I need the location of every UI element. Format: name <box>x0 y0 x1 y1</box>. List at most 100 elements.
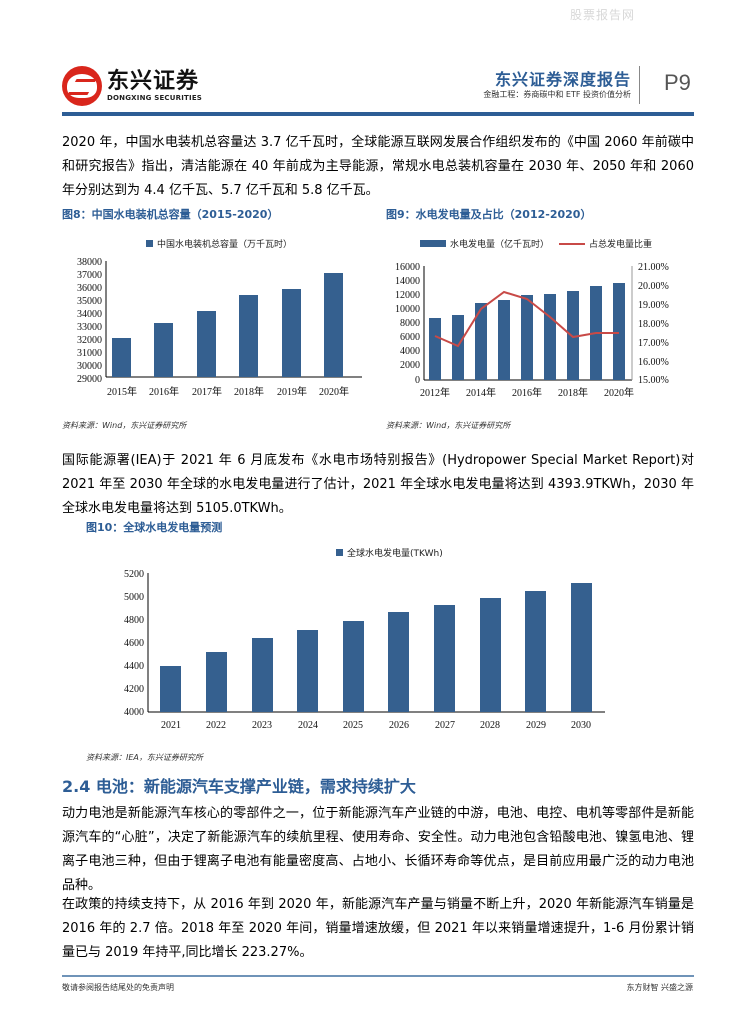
legend-swatch <box>146 240 153 247</box>
svg-text:5200: 5200 <box>124 569 144 580</box>
figure-source: 资料来源：Wind，东兴证券研究所 <box>62 421 187 430</box>
svg-text:20.00%: 20.00% <box>638 281 669 292</box>
svg-text:2027: 2027 <box>435 720 455 731</box>
svg-text:35000: 35000 <box>77 296 102 307</box>
body-paragraph: 国际能源署(IEA)于 2021 年 6 月底发布《水电市场特别报告》(Hydr… <box>62 453 694 516</box>
svg-text:31000: 31000 <box>77 348 102 359</box>
chart-legend: 水电发电量（亿千瓦时） 占总发电量比重 <box>420 237 652 250</box>
svg-text:34000: 34000 <box>77 309 102 320</box>
legend-label: 全球水电发电量(TKWh) <box>347 549 443 559</box>
watermark: 股票报告网 <box>569 8 635 22</box>
y-axis: 5200 5000 4800 4600 4400 4200 4000 <box>124 569 149 718</box>
svg-text:2021: 2021 <box>161 720 181 731</box>
svg-text:10000: 10000 <box>395 304 420 315</box>
bars <box>112 273 343 377</box>
legend-swatch <box>336 549 343 556</box>
svg-text:2028: 2028 <box>480 720 500 731</box>
footer-slogan: 东方财智 兴盛之源 <box>626 983 693 992</box>
svg-text:21.00%: 21.00% <box>638 262 669 273</box>
svg-text:2020年: 2020年 <box>604 386 634 398</box>
svg-text:30000: 30000 <box>77 361 102 372</box>
figure-source: 资料来源：Wind，东兴证券研究所 <box>386 421 511 430</box>
header-divider <box>639 66 640 104</box>
figure-source: 资料来源：IEA，东兴证券研究所 <box>86 753 203 762</box>
svg-text:2022: 2022 <box>206 720 226 731</box>
x-axis: 2012年 2014年 2016年 2018年 2020年 <box>420 386 634 398</box>
svg-text:15.00%: 15.00% <box>638 375 669 386</box>
svg-text:2012年: 2012年 <box>420 386 450 398</box>
svg-text:19.00%: 19.00% <box>638 300 669 311</box>
y-axis: 38000 37000 36000 35000 34000 33000 3200… <box>77 257 107 385</box>
svg-text:2000: 2000 <box>400 360 420 371</box>
page-number: P9 <box>664 70 691 95</box>
svg-text:2018年: 2018年 <box>558 386 588 398</box>
svg-text:2018年: 2018年 <box>234 385 264 398</box>
body-paragraph: 2020 年，中国水电装机总容量达 3.7 亿千瓦时，全球能源互联网发展合作组织… <box>62 135 694 198</box>
legend-swatch-line <box>559 242 586 245</box>
svg-text:16000: 16000 <box>395 262 420 273</box>
svg-text:18.00%: 18.00% <box>638 319 669 330</box>
svg-text:2016年: 2016年 <box>512 386 542 398</box>
report-subtitle: 金融工程：券商碳中和 ETF 投资价值分析 <box>483 90 631 99</box>
figure-title: 图8：中国水电装机总容量（2015-2020） <box>62 208 279 221</box>
figure-title: 图9：水电发电量及占比（2012-2020） <box>386 208 592 221</box>
svg-text:4000: 4000 <box>124 707 144 718</box>
svg-text:38000: 38000 <box>77 257 102 268</box>
svg-text:16.00%: 16.00% <box>638 357 669 368</box>
logo-name-cn: 东兴证券 <box>107 69 200 94</box>
svg-text:12000: 12000 <box>395 290 420 301</box>
svg-text:4200: 4200 <box>124 684 144 695</box>
svg-text:4600: 4600 <box>124 638 144 649</box>
svg-text:2030: 2030 <box>571 720 591 731</box>
svg-text:17.00%: 17.00% <box>638 338 669 349</box>
svg-text:2025: 2025 <box>343 720 363 731</box>
x-axis: 2015年 2016年 2017年 2018年 2019年 2020年 <box>107 385 349 398</box>
chart-legend: 全球水电发电量(TKWh) <box>336 546 443 559</box>
legend-label: 中国水电装机总容量（万千瓦时） <box>157 240 293 250</box>
bars <box>160 583 592 712</box>
svg-text:2017年: 2017年 <box>192 385 222 398</box>
svg-text:37000: 37000 <box>77 270 102 281</box>
y-axis-right: 21.00% 20.00% 19.00% 18.00% 17.00% 16.00… <box>638 262 669 386</box>
x-axis: 2021 2022 2023 2024 2025 2026 2027 2028 … <box>161 720 591 731</box>
body-paragraph: 动力电池是新能源汽车核心的零部件之一，位于新能源汽车产业链的中游，电池、电控、电… <box>62 806 694 893</box>
svg-text:29000: 29000 <box>77 374 102 385</box>
body-paragraph: 在政策的持续支持下，从 2016 年到 2020 年，新能源汽车产量与销量不断上… <box>62 897 694 960</box>
svg-text:2026: 2026 <box>389 720 409 731</box>
y-axis-left: 16000 14000 12000 10000 8000 6000 4000 2… <box>395 262 425 386</box>
report-title: 东兴证券深度报告 <box>494 70 631 89</box>
svg-text:14000: 14000 <box>395 276 420 287</box>
svg-text:2024: 2024 <box>298 720 318 731</box>
logo-mark-icon <box>62 66 102 106</box>
svg-text:2029: 2029 <box>526 720 546 731</box>
svg-text:4800: 4800 <box>124 615 144 626</box>
svg-text:2014年: 2014年 <box>466 386 496 398</box>
combo-chart-generation: 16000 14000 12000 10000 8000 6000 4000 2… <box>395 262 669 398</box>
legend-swatch-bar <box>420 240 446 247</box>
svg-text:2023: 2023 <box>252 720 272 731</box>
svg-text:4400: 4400 <box>124 661 144 672</box>
svg-text:2020年: 2020年 <box>319 385 349 398</box>
footer-rule <box>62 975 694 977</box>
svg-text:36000: 36000 <box>77 283 102 294</box>
svg-text:2019年: 2019年 <box>277 385 307 398</box>
bar-chart-forecast: 5200 5000 4800 4600 4400 4200 4000 2021 … <box>124 569 605 731</box>
company-logo: 东兴证券 DONGXING SECURITIES <box>62 66 202 106</box>
legend-label: 水电发电量（亿千瓦时） <box>450 240 550 250</box>
header-rule <box>62 112 694 116</box>
section-heading: 2.4 电池：新能源汽车支撑产业链，需求持续扩大 <box>62 777 416 796</box>
logo-name-en: DONGXING SECURITIES <box>107 94 203 102</box>
svg-text:33000: 33000 <box>77 322 102 333</box>
bar-chart-capacity: 38000 37000 36000 35000 34000 33000 3200… <box>77 257 362 398</box>
footer-disclaimer-link: 敬请参阅报告结尾处的免责声明 <box>62 983 174 992</box>
bars <box>429 283 625 380</box>
chart-legend: 中国水电装机总容量（万千瓦时） <box>146 237 292 250</box>
svg-text:0: 0 <box>415 375 420 386</box>
share-line <box>434 290 619 348</box>
svg-text:4000: 4000 <box>400 346 420 357</box>
svg-text:5000: 5000 <box>124 592 144 603</box>
svg-text:2015年: 2015年 <box>107 385 137 398</box>
legend-label: 占总发电量比重 <box>589 240 653 250</box>
svg-text:8000: 8000 <box>400 318 420 329</box>
svg-text:6000: 6000 <box>400 332 420 343</box>
